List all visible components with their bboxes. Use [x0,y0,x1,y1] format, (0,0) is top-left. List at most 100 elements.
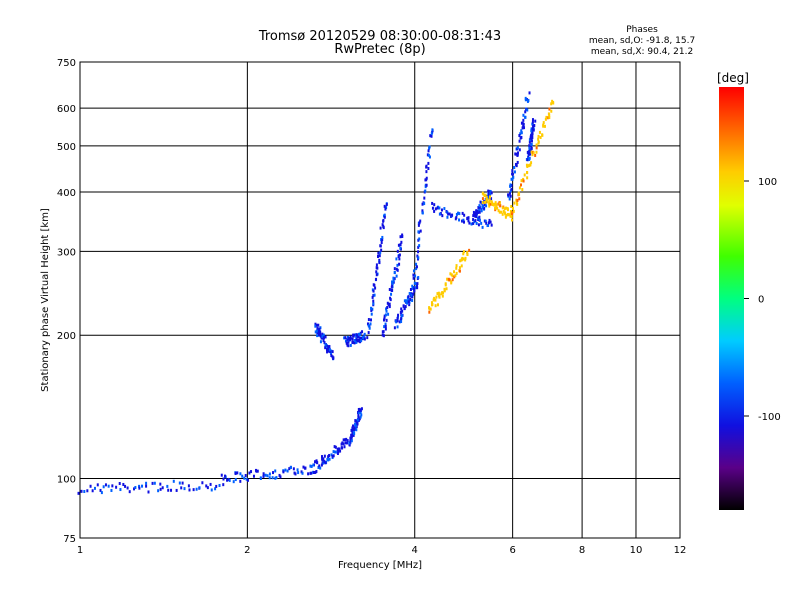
data-point [324,461,327,465]
data-point [347,340,350,344]
data-point [455,271,458,275]
data-point [466,217,469,221]
data-point [357,332,360,336]
data-point [244,473,247,477]
data-point [181,481,184,485]
data-point [518,139,521,143]
data-point [166,484,169,488]
data-point [523,126,526,130]
data-point [309,464,312,468]
data-point [411,284,414,288]
data-point [442,291,445,295]
data-point [234,478,237,482]
data-point [315,329,318,333]
data-point [412,273,415,277]
data-point [236,471,239,475]
data-point [378,258,381,262]
y-tick-label: 400 [57,188,76,199]
data-point [354,419,357,423]
data-point [395,274,398,278]
data-point [170,488,173,492]
data-point [384,324,387,328]
data-point [534,119,537,123]
data-point [489,192,492,196]
data-point [134,486,137,490]
data-point [122,482,125,486]
x-tick-label: 2 [244,545,250,556]
data-point [552,101,555,105]
data-point [531,129,534,133]
data-point [520,131,523,135]
data-point [451,213,454,217]
y-tick-label: 600 [57,104,76,115]
data-point [396,268,399,272]
data-point [533,124,536,128]
data-point [370,312,373,316]
data-point [468,248,471,252]
data-point [487,189,490,193]
data-point [346,439,349,443]
data-point [506,212,509,216]
data-point [522,177,525,181]
data-point [395,319,398,323]
data-point [332,356,335,360]
x-tick-label: 1 [77,545,83,556]
data-point [522,113,525,117]
data-point [472,210,475,214]
data-point [224,474,227,478]
data-point [360,407,363,411]
data-point [397,313,400,317]
data-point [384,313,387,317]
data-point [546,116,549,120]
data-point [403,307,406,311]
data-point [345,437,348,441]
data-point [417,230,420,234]
data-point [315,469,318,473]
data-point [424,178,427,182]
data-point [312,470,315,474]
data-point [358,338,361,342]
data-point [412,276,415,280]
data-point [483,202,486,206]
data-point [86,489,89,493]
data-point [359,411,362,415]
data-point [374,286,377,290]
data-point [256,469,259,473]
data-point [334,450,337,454]
data-point [530,129,533,133]
data-point [511,177,514,181]
data-point [355,335,358,339]
data-point [411,298,414,302]
data-point [541,133,544,137]
data-point [441,294,444,298]
data-point [531,120,534,124]
data-point [222,477,225,481]
data-point [328,457,331,461]
data-point [375,277,378,281]
data-point [477,210,480,214]
data-point [389,296,392,300]
data-point [526,108,529,112]
data-point [527,98,530,102]
data-point [532,128,535,132]
data-point [467,216,470,220]
data-point [524,98,527,102]
data-point [262,472,265,476]
data-point [402,304,405,308]
data-point [314,330,317,334]
data-point [322,339,325,343]
data-point [537,134,540,138]
data-point [510,177,513,181]
data-point [141,484,144,488]
data-point [379,251,382,255]
data-point [366,322,369,326]
data-point [528,157,531,161]
data-point [399,310,402,314]
data-point [441,214,444,218]
data-point [392,279,395,283]
data-point [548,107,551,111]
data-point [438,212,441,216]
data-point [482,192,485,196]
data-point [458,212,461,216]
data-point [346,343,349,347]
